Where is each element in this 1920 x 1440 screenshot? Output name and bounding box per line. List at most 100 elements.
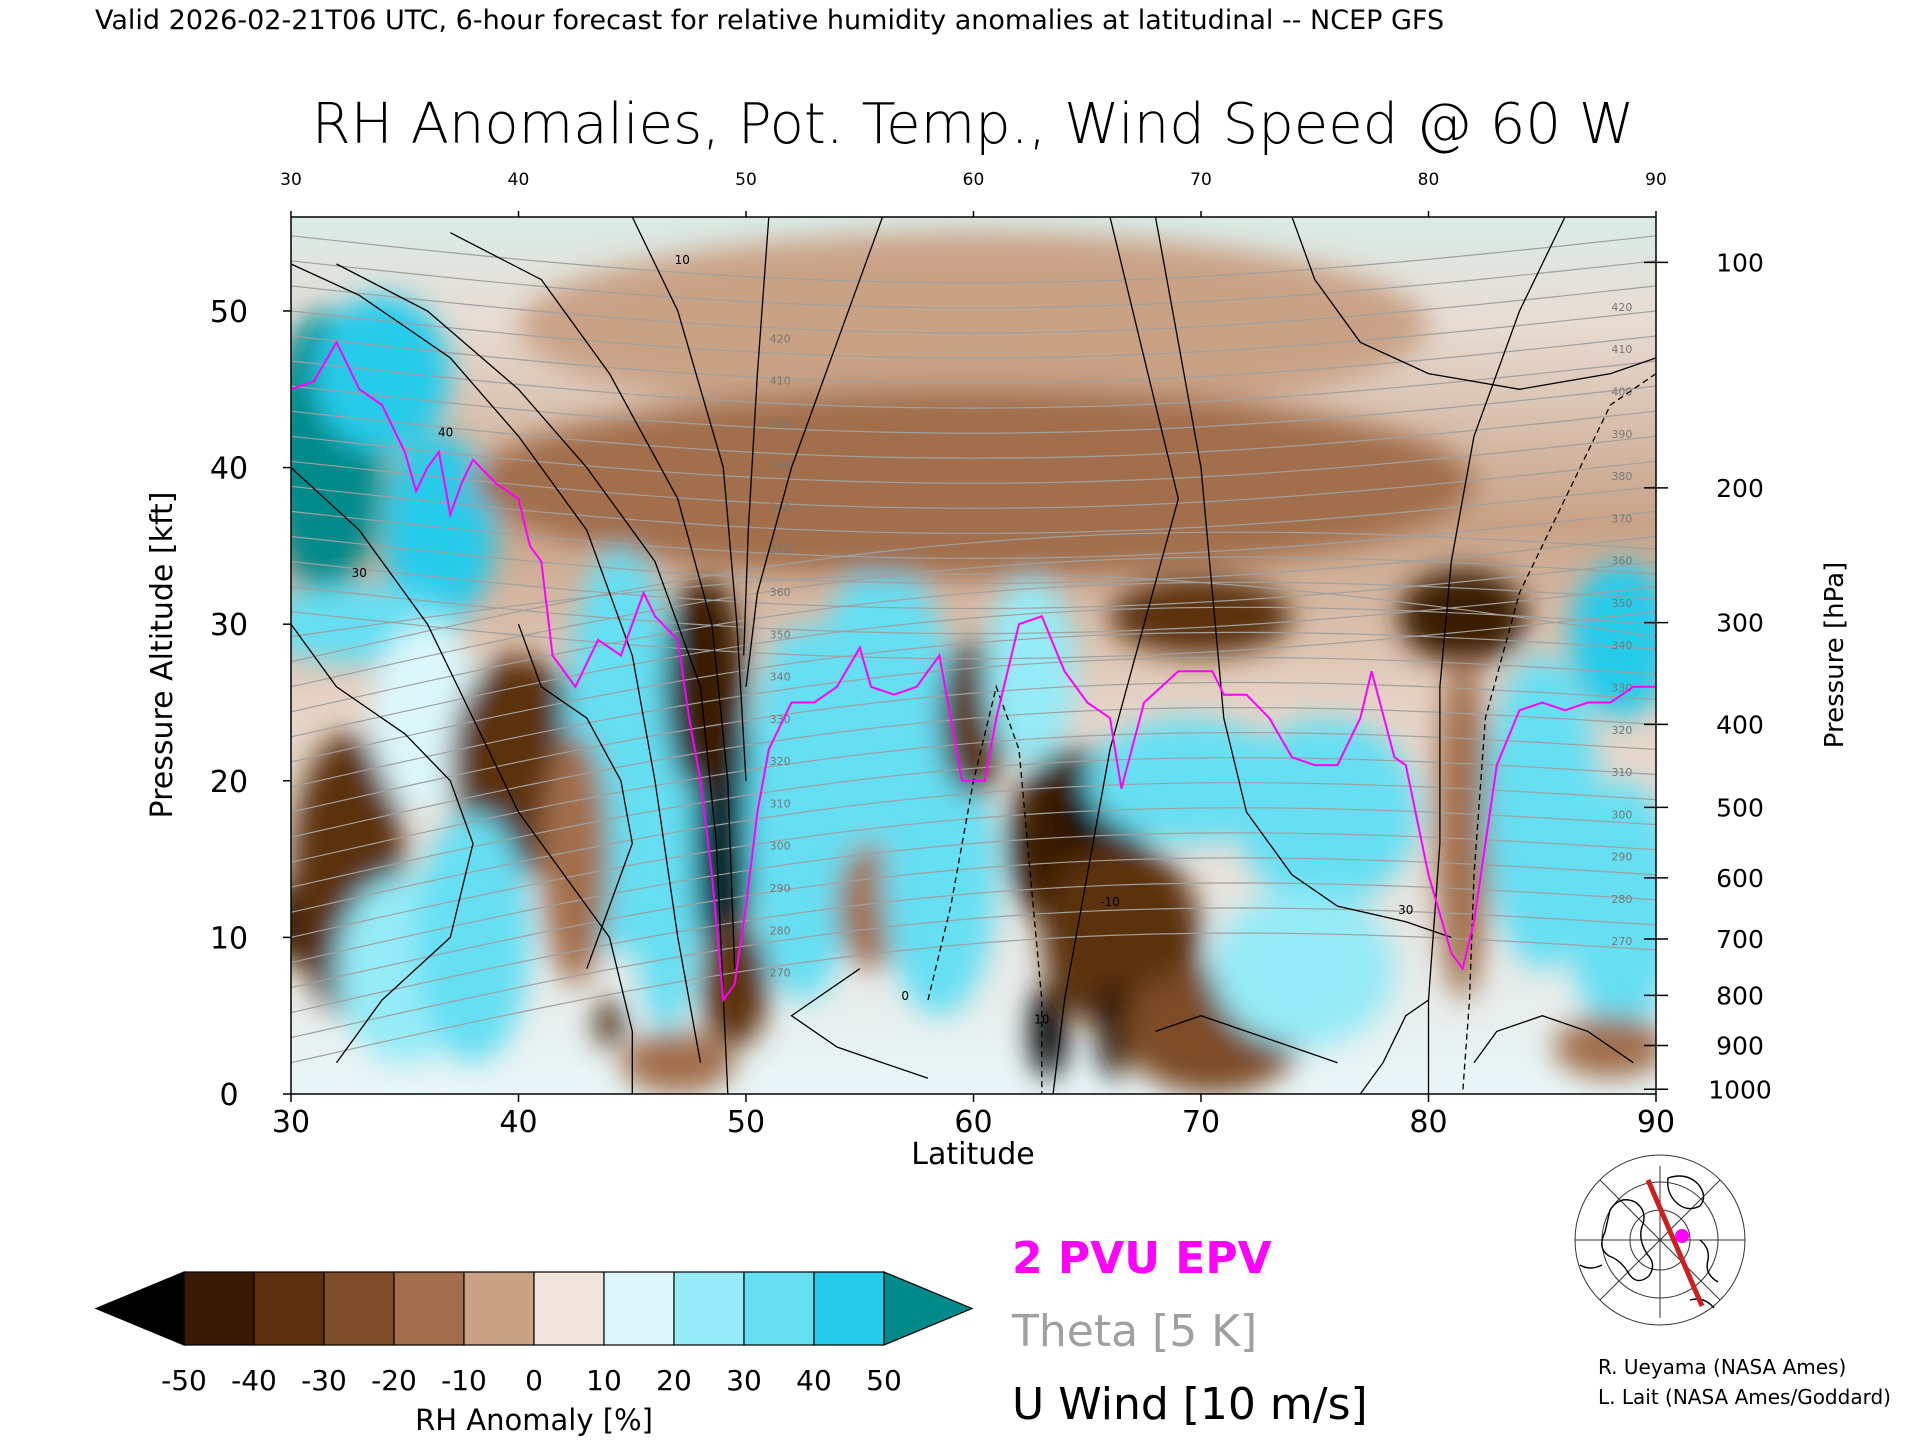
rh-blob [632,718,701,1032]
theta-label: 400 [770,417,791,430]
theta-contour [291,360,1656,409]
theta-contour [291,857,1656,989]
x-top-tick-label: 50 [735,170,757,190]
u-wind-contour [1473,1015,1634,1064]
rh-blob [664,577,746,797]
theta-contour [291,285,1656,334]
colorbar-swatch [253,1271,325,1346]
colorbar-swatch [183,1271,255,1346]
x-tick-label: 70 [1182,1105,1220,1140]
u-wind-contour [1359,999,1429,1094]
rh-blob [595,1000,624,1048]
theta-contour [291,611,1656,660]
theta-contour [291,807,1656,938]
u-wind-contour [743,217,770,656]
colorbar-swatch [813,1271,885,1346]
theta-label: 420 [770,332,791,345]
theta-label: 360 [770,586,791,599]
x-top-tick-label: 30 [280,170,302,190]
u-wind-contour [1461,373,1656,1094]
theta-label: 270 [770,967,791,980]
colorbar-tick-label: -10 [441,1364,487,1397]
rh-blob [1565,780,1656,1032]
valid-time-header: Valid 2026-02-21T06 UTC, 6-hour forecast… [95,5,1444,36]
y-tick-label: 40 [210,452,248,487]
legend-theta: Theta [5 K] [1011,1306,1257,1357]
y-axis-left: 0 10 20 30 40 50 [210,295,291,1113]
theta-contours: 4204204104104004003903903803803703703603… [291,235,1656,1064]
chart-title: RH Anomalies, Pot. Temp., Wind Speed @ 6… [312,92,1634,157]
theta-label: 360 [1611,555,1632,568]
theta-label: 310 [770,797,791,810]
y-axis-label: Pressure Altitude [kft] [145,492,180,819]
u-wind-label: 10 [1034,1013,1049,1027]
x-axis-label: Latitude [911,1137,1034,1172]
x-tick-label: 60 [954,1105,992,1140]
u-wind-contour [450,232,736,969]
colorbar-tick-label: -40 [231,1364,277,1397]
legend-epv: 2 PVU EPV [1012,1233,1272,1284]
colorbar-tick-label: 0 [525,1364,543,1397]
theta-contour [291,310,1656,359]
rh-blob [1569,561,1656,719]
y-tick-label: 50 [210,295,248,330]
theta-contour [291,581,1656,713]
theta-label: 420 [1611,301,1632,314]
theta-contour [291,510,1656,560]
rh-blob [1064,796,1097,844]
theta-label: 280 [1611,893,1632,906]
colorbar-swatch [533,1271,605,1346]
rh-blob [416,812,530,1063]
u-wind-contour [291,623,474,1064]
theta-contour [291,460,1656,509]
theta-contour [291,385,1656,434]
theta-label: 390 [770,459,791,472]
pressure-tick-label: 900 [1716,1031,1764,1060]
u-wind-contour [927,684,1043,1094]
credit-line-2: L. Lait (NASA Ames/Goddard) [1598,1385,1891,1409]
x-tick-label: 50 [727,1105,765,1140]
colorbar-tick-label: -30 [301,1364,347,1397]
colorbar-tick-label: -20 [371,1364,417,1397]
u-wind-label: 10 [675,253,690,267]
pressure-tick-label: 1000 [1708,1075,1772,1104]
rh-blob [518,232,1429,421]
credit-line-1: R. Ueyama (NASA Ames) [1598,1355,1846,1379]
x-axis-top: 30 40 50 60 70 80 90 [280,170,1667,217]
pressure-tick-label: 500 [1716,793,1764,822]
u-wind-contour [291,263,702,1063]
epv-2pvu-line [291,340,1656,1003]
theta-contour [291,335,1656,384]
rh-blob [541,733,610,985]
colorbar-swatch [603,1271,675,1346]
rh-blob [313,295,451,452]
u-wind-contour [1154,217,1452,939]
rh-blob [1098,984,1131,1079]
u-wind-contour [745,217,884,687]
theta-label: 390 [1611,428,1632,441]
theta-contour [291,656,1656,788]
theta-contour [291,631,1656,763]
pressure-tick-label: 800 [1716,981,1764,1010]
theta-contour [291,606,1656,738]
u-wind-label: -10 [1100,895,1120,909]
u-wind-label: 30 [352,566,367,580]
colorbar-swatch [673,1271,745,1346]
u-wind-contour [291,467,633,1094]
rh-blob [1553,1015,1656,1079]
x-top-tick-label: 80 [1418,170,1440,190]
colorbar-tick-label: -50 [161,1364,207,1397]
theta-contour [291,882,1656,1014]
pressure-tick-label: 200 [1716,474,1764,503]
theta-contour [291,586,1656,635]
colorbar-tick-label: 20 [656,1364,692,1397]
theta-contour [291,560,1656,610]
theta-label: 340 [1611,639,1632,652]
theta-label: 300 [770,840,791,853]
theta-contour [291,907,1656,1039]
pressure-tick-label: 100 [1716,248,1764,277]
theta-label: 340 [770,671,791,684]
theta-label: 310 [1611,766,1632,779]
y-tick-label: 20 [210,765,248,800]
